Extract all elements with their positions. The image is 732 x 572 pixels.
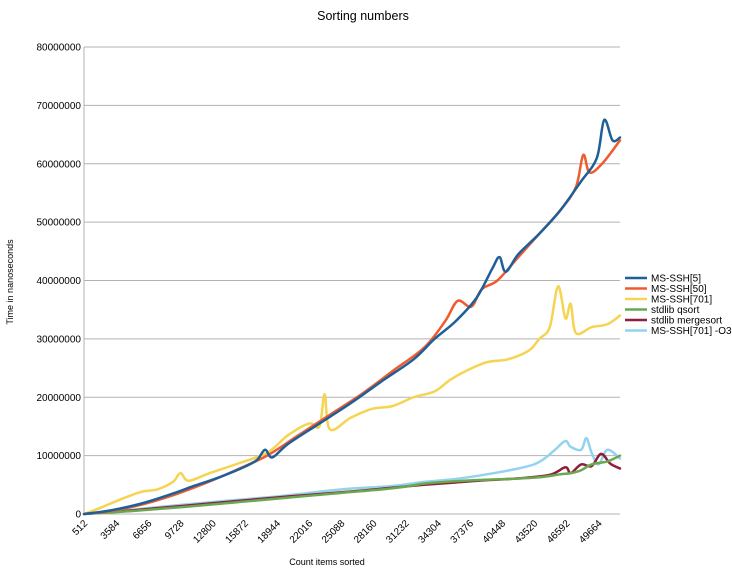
plot-area <box>82 118 622 516</box>
x-tick-label: 34304 <box>416 518 444 546</box>
x-tick-label: 49664 <box>577 518 605 546</box>
y-tick-label: 40000000 <box>37 276 82 287</box>
x-tick-label: 43520 <box>513 518 541 546</box>
gridlines <box>83 46 620 515</box>
legend-entry: MS-SSH[5] <box>651 274 701 285</box>
x-tick-label: 25088 <box>320 518 348 546</box>
legend-entry: MS-SSH[701] <box>651 295 712 306</box>
legend-entry: stdlib qsort <box>651 305 700 316</box>
legend-entry: MS-SSH[701] -O3 <box>651 326 732 337</box>
x-tick-label: 512 <box>71 518 91 538</box>
y-tick-label: 20000000 <box>37 393 82 404</box>
y-tick-label: 60000000 <box>37 159 82 170</box>
series-line <box>82 285 622 516</box>
x-tick-label: 9728 <box>163 518 187 542</box>
chart-title: Sorting numbers <box>317 9 409 23</box>
x-tick-label: 22016 <box>288 518 316 546</box>
legend-entry: MS-SSH[50] <box>651 284 707 295</box>
x-tick-label: 3584 <box>99 518 123 542</box>
y-tick-label: 80000000 <box>37 43 82 54</box>
x-tick-label: 28160 <box>352 518 380 546</box>
series-line <box>82 454 622 516</box>
x-tick-label: 31232 <box>384 518 412 546</box>
x-tick-label: 6656 <box>131 518 155 542</box>
y-tick-label: 10000000 <box>37 451 82 462</box>
x-tick-label: 15872 <box>223 518 251 546</box>
x-tick-label: 46592 <box>545 518 573 546</box>
series-line <box>82 118 622 516</box>
y-tick-label: 50000000 <box>37 218 82 229</box>
x-tick-label: 37376 <box>449 518 477 546</box>
x-tick-label: 18944 <box>256 518 284 546</box>
series-line <box>82 139 622 516</box>
legend-entry: stdlib mergesort <box>651 316 722 327</box>
x-axis-label: Count items sorted <box>289 557 365 567</box>
y-tick-label: 0 <box>75 510 81 521</box>
x-tick-label: 40448 <box>481 518 509 546</box>
y-tick-label: 70000000 <box>37 101 82 112</box>
y-axis-label: Time in nanoseconds <box>5 239 15 325</box>
y-tick-label: 30000000 <box>37 334 82 345</box>
x-axis-ticks: 512 3584 6656 9728 12800 15872 18944 22016 25088… <box>71 518 605 546</box>
y-axis-ticks: 0 10000000 20000000 30000000 40000000 5000000… <box>37 43 82 521</box>
legend: MS-SSH[5]MS-SSH[50]MS-SSH[701]stdlib qso… <box>625 274 732 337</box>
x-tick-label: 12800 <box>191 518 219 546</box>
